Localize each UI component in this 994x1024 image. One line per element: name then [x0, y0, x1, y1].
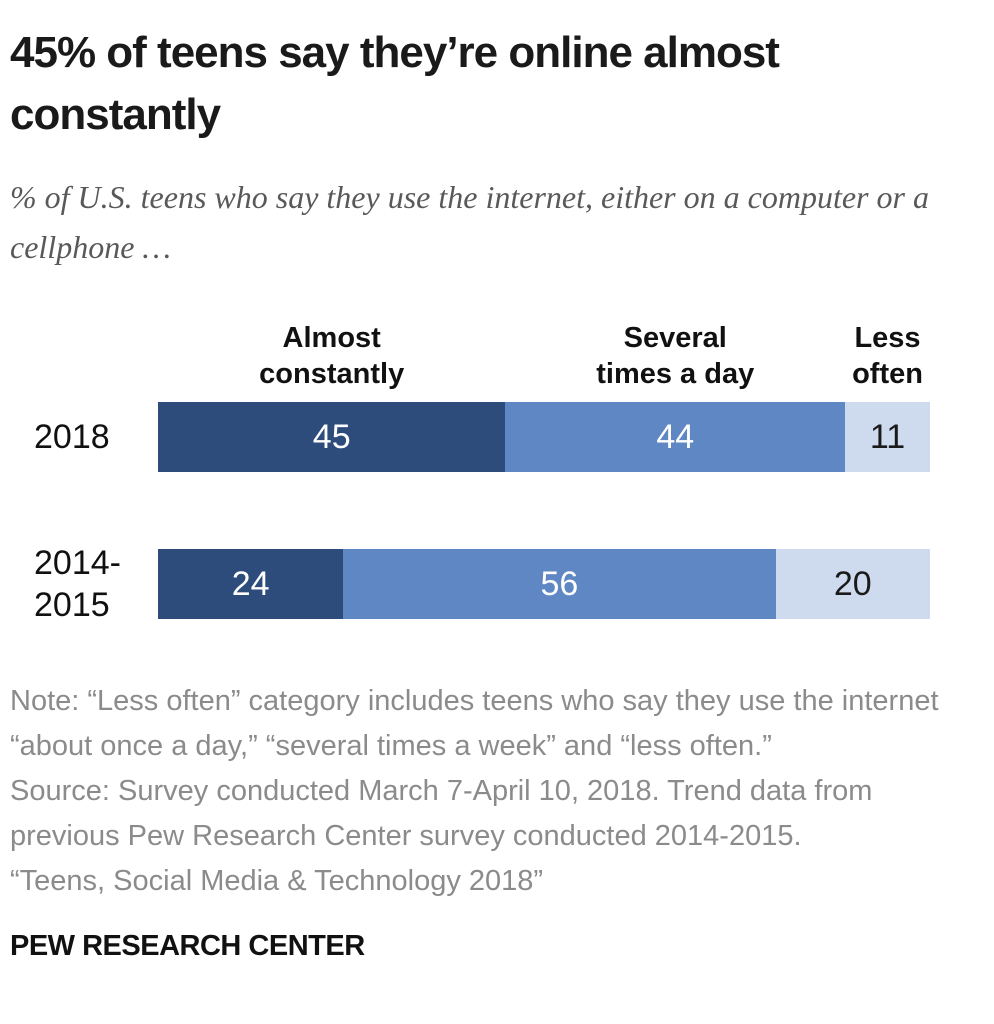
bar-segment: 11 — [845, 402, 930, 472]
brand-footer: PEW RESEARCH CENTER — [10, 930, 365, 962]
bar-value-label: 24 — [231, 564, 270, 603]
bar-value-label: 20 — [833, 564, 872, 603]
bar-segment: 56 — [343, 549, 776, 619]
chart-card: 45% of teens say they’re online almost c… — [10, 28, 984, 962]
bar-segment: 20 — [775, 549, 930, 619]
bar-area: 45 44 11 — [158, 402, 930, 472]
page-title: 45% of teens say they’re online almost c… — [10, 28, 780, 139]
bar-segment: 24 — [158, 549, 344, 619]
row-label: 2018 — [34, 418, 110, 456]
bar-value-label: 44 — [656, 417, 695, 456]
row-label: 2014- 2015 — [34, 544, 121, 624]
note-text: Note: “Less often” category includes tee… — [10, 685, 939, 762]
bar-segment: 44 — [505, 402, 846, 472]
chart-subtitle: % of U.S. teens who say they use the int… — [10, 179, 929, 265]
column-header: Less often — [852, 322, 923, 390]
bar-value-label: 45 — [312, 417, 351, 456]
bar-area: 24 56 20 — [158, 549, 930, 619]
column-header-row: Almost constantly Several times a day Less of… — [10, 320, 984, 392]
bar-segment: 45 — [158, 402, 506, 472]
report-title-text: “Teens, Social Media & Technology 2018” — [10, 865, 544, 897]
source-text: Source: Survey conducted March 7-April 1… — [10, 775, 873, 852]
column-header-area: Almost constantly Several times a day Less of… — [158, 320, 930, 392]
notes-block: Note: “Less often” category includes tee… — [10, 679, 984, 904]
column-header: Several times a day — [596, 322, 755, 390]
bar-value-label: 56 — [540, 564, 579, 603]
bar-value-label: 11 — [869, 417, 906, 456]
bar-row: 2014- 2015 24 56 20 — [10, 544, 984, 624]
row-label-spacer — [10, 320, 158, 392]
column-header: Almost constantly — [259, 322, 405, 390]
chart: Almost constantly Several times a day Less of… — [10, 320, 984, 624]
bar-row: 2018 45 44 11 — [10, 402, 984, 472]
